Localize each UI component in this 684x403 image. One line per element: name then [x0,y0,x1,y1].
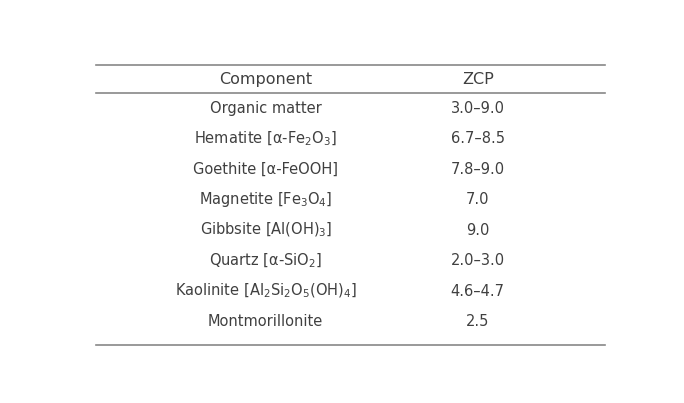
Text: Hematite [α-Fe$_2$O$_3$]: Hematite [α-Fe$_2$O$_3$] [194,130,337,148]
Text: 7.0: 7.0 [466,192,490,207]
Text: Quartz [α-SiO$_2$]: Quartz [α-SiO$_2$] [209,251,322,270]
Text: 6.7–8.5: 6.7–8.5 [451,131,505,146]
Text: Gibbsite [Al(OH)$_3$]: Gibbsite [Al(OH)$_3$] [200,221,332,239]
Text: 9.0: 9.0 [466,223,490,238]
Text: Kaolinite [Al$_2$Si$_2$O$_5$(OH)$_4$]: Kaolinite [Al$_2$Si$_2$O$_5$(OH)$_4$] [175,282,356,300]
Text: Magnetite [Fe$_3$O$_4$]: Magnetite [Fe$_3$O$_4$] [199,190,332,209]
Text: 3.0–9.0: 3.0–9.0 [451,101,505,116]
Text: 2.5: 2.5 [466,314,490,329]
Text: Organic matter: Organic matter [210,101,321,116]
Text: ZCP: ZCP [462,72,494,87]
Text: Montmorillonite: Montmorillonite [208,314,324,329]
Text: Goethite [α-FeOOH]: Goethite [α-FeOOH] [194,162,338,177]
Text: 7.8–9.0: 7.8–9.0 [451,162,505,177]
Text: 2.0–3.0: 2.0–3.0 [451,253,505,268]
Text: 4.6–4.7: 4.6–4.7 [451,284,505,299]
Text: Component: Component [219,72,313,87]
